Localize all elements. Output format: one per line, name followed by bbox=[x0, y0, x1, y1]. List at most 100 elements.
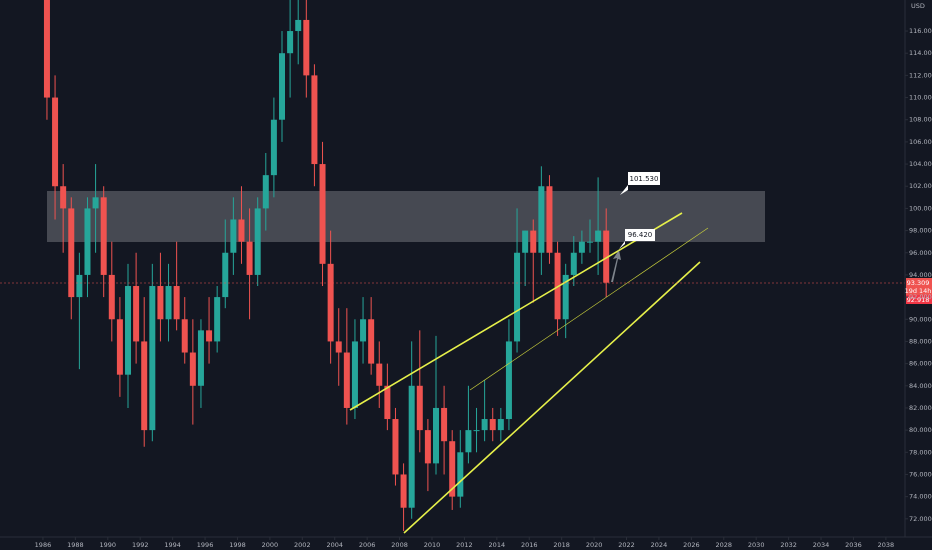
candle-body bbox=[400, 474, 407, 508]
trend-line bbox=[469, 227, 709, 391]
candle-body bbox=[287, 31, 294, 54]
candle-body bbox=[149, 286, 156, 431]
candle-body bbox=[181, 319, 188, 353]
candle-body bbox=[116, 319, 123, 375]
candles bbox=[43, 0, 610, 531]
callout-box bbox=[619, 229, 655, 249]
y-tick-label: 78.000 bbox=[909, 448, 932, 456]
candle-body bbox=[335, 341, 342, 353]
y-tick-label: 72.000 bbox=[909, 515, 932, 523]
x-tick-label: 2038 bbox=[878, 541, 895, 549]
callout-label: 101.530 bbox=[630, 175, 659, 183]
candle-body bbox=[279, 53, 286, 120]
callout-box bbox=[620, 172, 660, 195]
badge bbox=[906, 278, 932, 287]
candle-body bbox=[173, 286, 180, 320]
x-tick-label: 2030 bbox=[748, 541, 765, 549]
x-tick-label: 2024 bbox=[651, 541, 668, 549]
badge-label: 92.918 bbox=[907, 296, 930, 304]
y-tick-label: 80.000 bbox=[909, 426, 932, 434]
candle-body bbox=[351, 341, 358, 408]
candle-body bbox=[530, 230, 537, 253]
x-tick-label: 2010 bbox=[424, 541, 441, 549]
currency-label: USD bbox=[911, 2, 925, 10]
candle-body bbox=[222, 252, 229, 298]
candle-body bbox=[303, 19, 310, 76]
candle-body bbox=[570, 252, 577, 275]
x-tick-label: 1996 bbox=[197, 541, 214, 549]
candle-body bbox=[392, 419, 399, 475]
candle-body bbox=[465, 430, 472, 453]
x-tick-label: 1986 bbox=[35, 541, 52, 549]
badge-label: 93.309 bbox=[907, 279, 930, 287]
candle-body bbox=[457, 452, 464, 497]
candle-body bbox=[408, 385, 415, 508]
y-tick-label: 74.000 bbox=[909, 493, 932, 501]
badge bbox=[906, 287, 932, 295]
candle-body bbox=[368, 319, 375, 364]
y-tick-label: 106.000 bbox=[909, 138, 932, 146]
candle-body bbox=[522, 230, 529, 253]
trend-line bbox=[349, 212, 683, 411]
y-tick-label: 88.000 bbox=[909, 337, 932, 345]
badge bbox=[906, 295, 932, 304]
candle-body bbox=[238, 219, 245, 242]
x-tick-label: 2008 bbox=[391, 541, 408, 549]
candle-body bbox=[376, 363, 383, 386]
candle-body bbox=[432, 407, 439, 464]
badge-label: 19d 14h bbox=[905, 287, 932, 295]
candle-body bbox=[108, 274, 115, 320]
candle-body bbox=[92, 197, 99, 209]
candle-body bbox=[562, 274, 569, 320]
x-tick-label: 2018 bbox=[553, 541, 570, 549]
candle-body bbox=[595, 230, 602, 242]
y-tick-label: 76.000 bbox=[909, 470, 932, 478]
candle-body bbox=[141, 341, 148, 431]
y-tick-label: 114.000 bbox=[909, 49, 932, 57]
candle-body bbox=[60, 186, 67, 209]
x-tick-label: 2004 bbox=[326, 541, 343, 549]
y-tick-label: 110.000 bbox=[909, 94, 932, 102]
callout: 101.530 bbox=[620, 172, 660, 195]
arrow bbox=[611, 250, 621, 282]
candle-body bbox=[197, 330, 204, 386]
x-tick-label: 2022 bbox=[618, 541, 635, 549]
y-tick-label: 82.000 bbox=[909, 404, 932, 412]
x-tick-label: 2034 bbox=[813, 541, 830, 549]
candle-body bbox=[100, 197, 107, 275]
candle-body bbox=[514, 252, 521, 342]
candle-body bbox=[157, 286, 164, 320]
y-tick-label: 90.000 bbox=[909, 315, 932, 323]
candle-body bbox=[43, 0, 50, 98]
x-tick-label: 2006 bbox=[359, 541, 376, 549]
y-tick-label: 102.000 bbox=[909, 182, 932, 190]
x-tick-label: 2020 bbox=[586, 541, 603, 549]
x-tick-label: 2012 bbox=[456, 541, 473, 549]
candle-body bbox=[327, 263, 334, 342]
candle-body bbox=[76, 274, 83, 298]
candle-body bbox=[319, 164, 326, 264]
candle-body bbox=[473, 430, 480, 432]
x-tick-label: 1994 bbox=[164, 541, 181, 549]
candle-body bbox=[489, 419, 496, 431]
candle-body bbox=[254, 208, 261, 275]
y-tick-label: 92.000 bbox=[909, 293, 932, 301]
candle-body bbox=[481, 419, 488, 431]
candle-body bbox=[270, 119, 277, 176]
candle-body bbox=[311, 75, 318, 165]
candle-body bbox=[497, 419, 504, 431]
x-tick-label: 1992 bbox=[132, 541, 149, 549]
y-tick-label: 100.000 bbox=[909, 204, 932, 212]
candle-body bbox=[68, 208, 75, 298]
candle-body bbox=[246, 241, 253, 275]
x-tick-label: 2036 bbox=[845, 541, 862, 549]
candle-body bbox=[125, 286, 132, 375]
candle-body bbox=[586, 241, 593, 243]
candle-body bbox=[384, 385, 391, 420]
x-tick-label: 1990 bbox=[100, 541, 117, 549]
y-tick-label: 112.000 bbox=[909, 71, 932, 79]
callout: 96.420 bbox=[619, 229, 655, 249]
candle-body bbox=[262, 175, 269, 209]
